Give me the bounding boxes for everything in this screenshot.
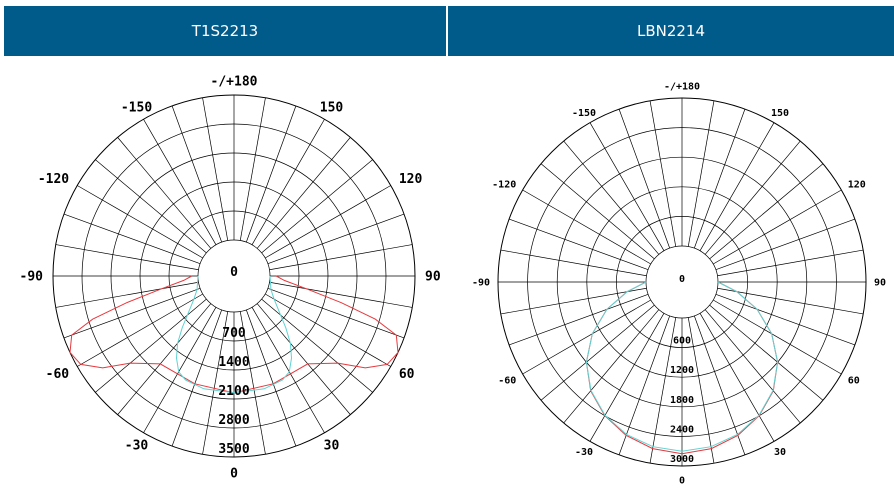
angle-label: 0 xyxy=(679,476,685,487)
ring-value-label: 0 xyxy=(230,265,238,280)
ring-value-label: 0 xyxy=(679,274,685,285)
angle-label: -150 xyxy=(572,108,596,119)
ring-value-label: 1400 xyxy=(218,355,249,370)
grid-spoke xyxy=(118,304,211,415)
grid-spoke xyxy=(64,214,200,264)
grid-spoke xyxy=(619,109,670,248)
angle-label: 120 xyxy=(848,180,866,191)
ring-value-label: 1800 xyxy=(670,395,694,406)
ring-value-label: 3000 xyxy=(670,454,694,465)
angle-label: -60 xyxy=(46,367,70,382)
grid-spoke xyxy=(509,219,648,270)
grid-spoke xyxy=(650,101,676,247)
ring-value-label: 2800 xyxy=(218,413,249,428)
grid-spoke xyxy=(650,317,676,463)
grid-spoke xyxy=(172,106,222,242)
grid-spoke xyxy=(203,98,228,241)
grid-spoke xyxy=(269,282,412,307)
angle-label: -150 xyxy=(121,101,152,116)
angle-label: -60 xyxy=(498,376,516,387)
grid-spoke xyxy=(694,109,745,248)
grid-spoke xyxy=(688,101,714,247)
angle-label: -90 xyxy=(20,270,44,285)
grid-spoke xyxy=(501,250,647,276)
grid-spoke xyxy=(710,305,823,400)
grid-spoke xyxy=(257,304,350,415)
angle-label: -120 xyxy=(38,172,69,187)
angle-label: 30 xyxy=(324,438,340,453)
grid-spoke xyxy=(95,299,206,392)
angle-label: 150 xyxy=(771,108,789,119)
grid-spoke xyxy=(717,288,863,314)
angle-label: 90 xyxy=(874,278,886,289)
angle-label: 120 xyxy=(399,172,423,187)
ring-value-label: 600 xyxy=(673,336,691,347)
grid-spoke xyxy=(172,310,222,446)
grid-spoke xyxy=(501,288,647,314)
grid-spoke xyxy=(64,288,200,338)
grid-spoke xyxy=(56,282,199,307)
angle-label: 30 xyxy=(774,447,786,458)
polar-diagram-left: -/+180 150 120 90 60 30 0 -30 -60 -90 -120 -150 0 700… xyxy=(20,75,441,482)
grid-spoke xyxy=(717,250,863,276)
grid-spoke xyxy=(268,214,404,264)
angle-label: -/+180 xyxy=(664,82,700,93)
grid-spoke xyxy=(705,310,800,423)
grid-spoke xyxy=(716,219,855,270)
polar-diagram-right: -/+180 150 120 90 60 30 0 -30 -60 -90 -120 -150 0 600… xyxy=(472,82,886,487)
ring-value-label: 3500 xyxy=(218,442,249,457)
angle-label: 60 xyxy=(848,376,860,387)
grid-spoke xyxy=(257,137,350,248)
angle-label: 90 xyxy=(425,270,441,285)
grid-spoke xyxy=(246,106,296,242)
grid-spoke xyxy=(688,317,714,463)
grid-spoke xyxy=(262,160,373,253)
grid-spoke xyxy=(268,288,404,338)
grid-spoke xyxy=(56,245,199,270)
angle-label: 60 xyxy=(399,367,415,382)
angle-label: -120 xyxy=(492,180,516,191)
ring-value-label: 2100 xyxy=(218,384,249,399)
grid-spoke xyxy=(118,137,211,248)
grid-spoke xyxy=(710,164,823,259)
grid-spoke xyxy=(269,245,412,270)
grid-spoke xyxy=(240,98,265,241)
ring-value-label: 2400 xyxy=(670,424,694,435)
grid-spoke xyxy=(509,294,648,345)
grid-spoke xyxy=(541,164,654,259)
grid-spoke xyxy=(564,310,659,423)
grid-spoke xyxy=(705,141,800,254)
angle-label: 0 xyxy=(230,467,238,482)
angle-label: -30 xyxy=(575,447,593,458)
grid-spoke xyxy=(95,160,206,253)
angle-label: 150 xyxy=(320,101,344,116)
ring-value-label: 1200 xyxy=(670,365,694,376)
grid-spoke xyxy=(541,305,654,400)
grid-spoke xyxy=(564,141,659,254)
grid-spoke xyxy=(716,294,855,345)
ring-value-label: 700 xyxy=(222,326,246,341)
angle-label: -30 xyxy=(125,438,149,453)
grid-spoke xyxy=(262,299,373,392)
angle-label: -90 xyxy=(472,278,490,289)
angle-label: -/+180 xyxy=(211,75,258,90)
grid-spoke xyxy=(246,310,296,446)
